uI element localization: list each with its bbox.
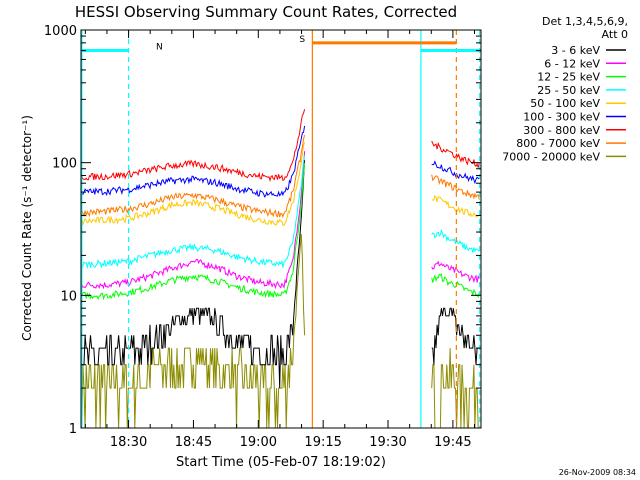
x-tick-label: 18:45 (175, 435, 212, 450)
x-tick-label: 19:30 (369, 435, 406, 450)
y-axis: 1 10 100 1000 (44, 24, 481, 437)
flag-label: S (299, 35, 305, 45)
x-tick-label: 19:45 (434, 435, 471, 450)
y-tick-label: 1 (69, 422, 77, 437)
flag-label: N (156, 43, 163, 53)
legend-label: 800 - 7000 keV (516, 137, 600, 150)
y-axis-label: Corrected Count Rate (s⁻¹ detector⁻¹) (20, 115, 34, 341)
y-tick-label: 100 (52, 157, 77, 172)
y-tick-label: 1000 (44, 24, 77, 39)
x-tick-label: 19:00 (240, 435, 277, 450)
legend-label: 300 - 800 keV (523, 124, 600, 137)
series-line (81, 159, 480, 389)
legend-label: 25 - 50 keV (537, 84, 600, 97)
legend-header-line-2: Att 0 (602, 28, 628, 41)
flag-overlay: NS (81, 30, 481, 428)
series-line (81, 109, 480, 183)
series-line (81, 142, 480, 226)
x-tick-label: 19:15 (304, 435, 341, 450)
series-layer (81, 109, 480, 429)
legend-header-line-1: Det 1,3,4,5,6,9, (542, 15, 628, 28)
footer-date: 26-Nov-2009 08:34 (559, 468, 636, 477)
x-tick-label: 18:30 (110, 435, 147, 450)
series-line (81, 151, 480, 290)
legend-label: 6 - 12 keV (544, 57, 600, 70)
x-axis-label: Start Time (05-Feb-07 18:19:02) (176, 455, 386, 470)
legend-label: 7000 - 20000 keV (502, 150, 600, 163)
legend-label: 3 - 6 keV (551, 44, 600, 57)
legend-label: 50 - 100 keV (530, 97, 600, 110)
series-line (81, 134, 480, 219)
legend-label: 12 - 25 keV (537, 71, 600, 84)
series-line (81, 162, 480, 301)
plot-frame (80, 29, 482, 429)
series-line (81, 125, 480, 198)
y-tick-label: 10 (60, 289, 77, 304)
chart-title: HESSI Observing Summary Count Rates, Cor… (75, 3, 457, 21)
series-line (81, 155, 480, 270)
legend-label: 100 - 300 keV (523, 111, 600, 124)
x-axis: 18:30 18:45 19:00 19:15 19:30 19:45 (84, 30, 476, 450)
